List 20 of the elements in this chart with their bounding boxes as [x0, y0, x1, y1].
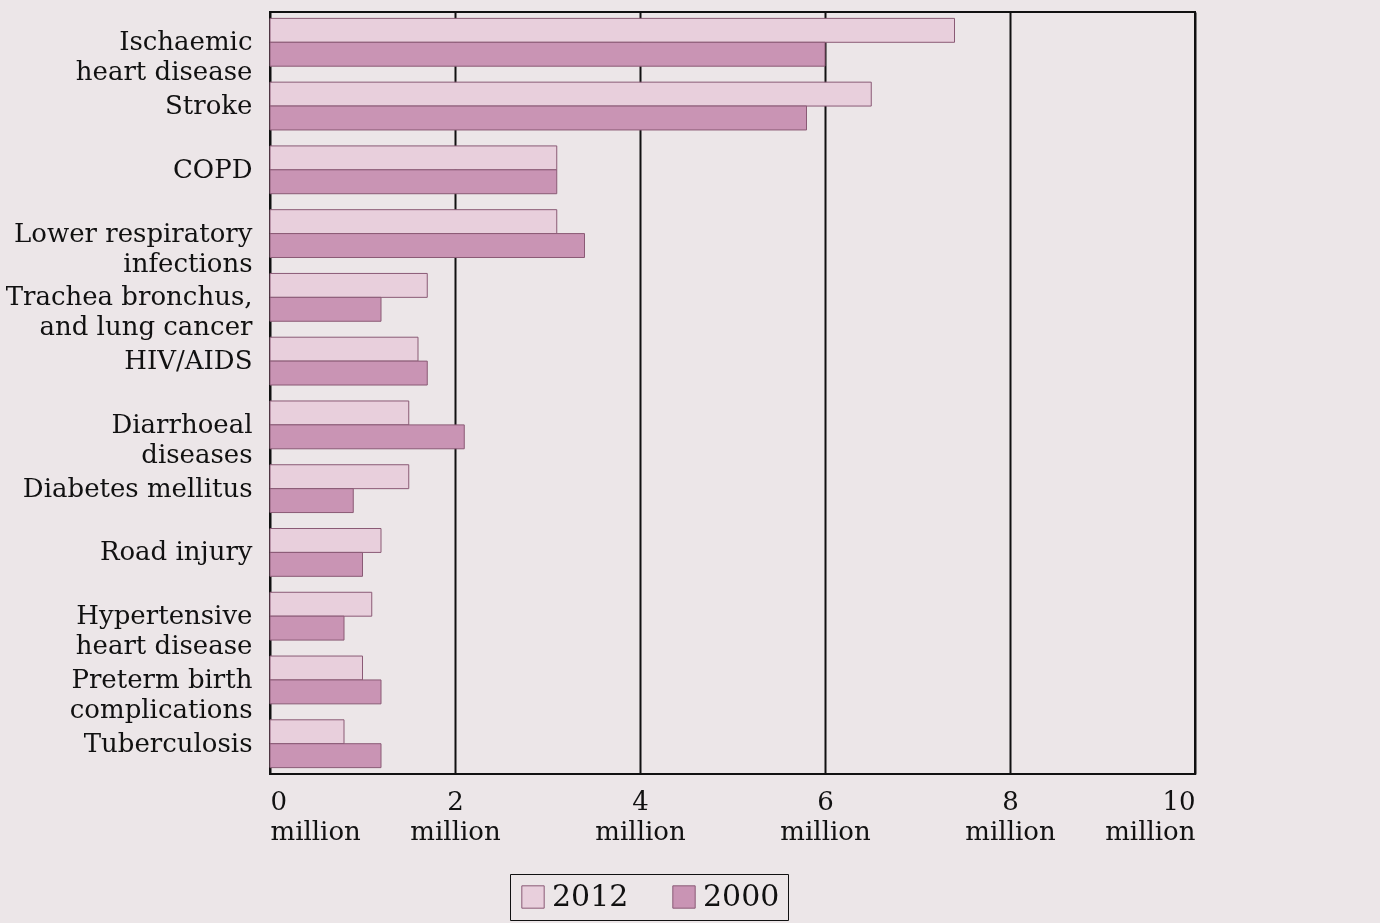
y-tick-label: Preterm birth complications [69, 663, 253, 724]
y-tick-label: Tuberculosis [83, 727, 253, 758]
y-tick-label: Ischaemic heart disease [75, 26, 253, 87]
legend-label: 2012 [552, 878, 629, 913]
y-tick-label: Diarrhoeal diseases [111, 408, 253, 469]
x-tick-label: 8 million [965, 785, 1056, 846]
legend-label: 2000 [703, 878, 780, 913]
y-tick-label: Stroke [165, 90, 253, 121]
y-tick-label: Hypertensive heart disease [75, 600, 253, 661]
x-tick-label: 0 million [270, 785, 362, 846]
y-tick-label: COPD [172, 153, 253, 184]
x-tick-label: 6 million [780, 785, 871, 846]
x-tick-label: 4 million [595, 785, 686, 846]
x-tick-label: 2 million [410, 785, 501, 846]
y-tick-label: Trachea bronchus, and lung cancer [5, 281, 254, 342]
y-tick-label: Diabetes mellitus [22, 472, 253, 503]
x-tick-label: 10 million [1105, 785, 1196, 846]
y-tick-label: Road injury [99, 536, 253, 567]
y-tick-label: Lower respiratory infections [13, 217, 253, 278]
y-tick-label: HIV/AIDS [124, 345, 253, 376]
